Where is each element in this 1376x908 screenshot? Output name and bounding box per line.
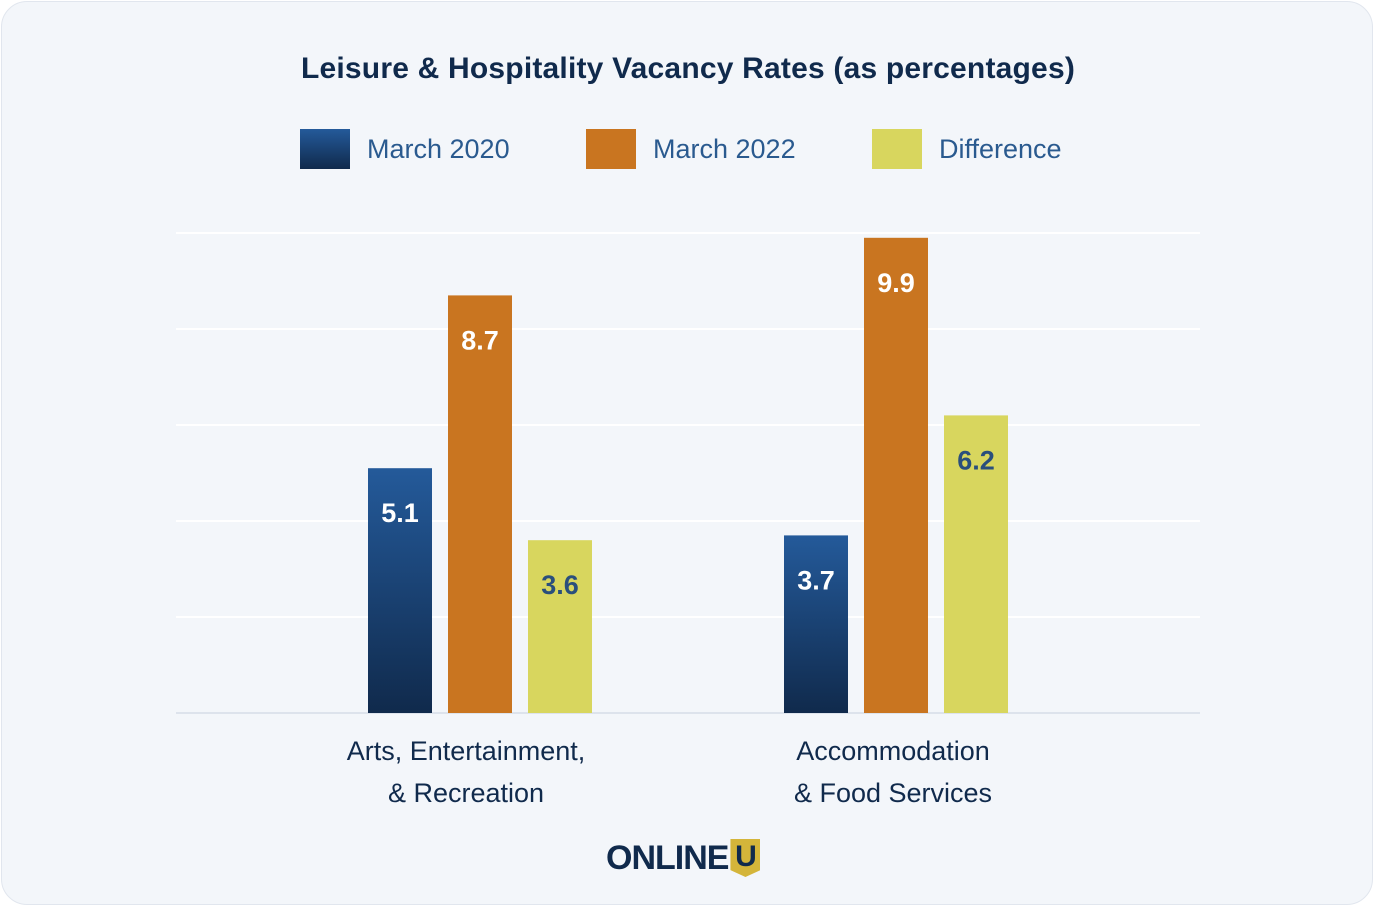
legend-swatch bbox=[872, 129, 922, 169]
onlineu-logo: ONLINE U bbox=[606, 838, 761, 878]
logo-u-mark: U bbox=[730, 839, 761, 877]
data-label: 5.1 bbox=[381, 498, 419, 528]
category-label: Accommodation bbox=[796, 736, 990, 766]
data-label: 3.6 bbox=[541, 570, 579, 600]
legend-item-difference: Difference bbox=[872, 128, 1062, 170]
bar-march-2022 bbox=[448, 295, 512, 713]
data-label: 9.9 bbox=[877, 268, 915, 298]
legend-label: Difference bbox=[939, 133, 1062, 164]
legend-item-march-2022: March 2022 bbox=[586, 128, 796, 170]
legend-item-march-2020: March 2020 bbox=[300, 128, 510, 170]
legend: March 2020 March 2022 Difference bbox=[0, 128, 1376, 170]
category-label: & Food Services bbox=[794, 778, 992, 808]
chart-title: Leisure & Hospitality Vacancy Rates (as … bbox=[300, 52, 1076, 85]
data-label: 8.7 bbox=[461, 325, 499, 355]
legend-swatch bbox=[586, 129, 636, 169]
bar-march-2020 bbox=[368, 468, 432, 713]
legend-swatch bbox=[300, 129, 350, 169]
category-label: & Recreation bbox=[388, 778, 544, 808]
data-label: 6.2 bbox=[957, 445, 995, 475]
bar-difference bbox=[528, 540, 592, 713]
bar-difference bbox=[944, 415, 1008, 713]
data-label: 3.7 bbox=[797, 565, 835, 595]
legend-label: March 2020 bbox=[367, 133, 510, 164]
category-label: Arts, Entertainment, bbox=[347, 736, 586, 766]
bar-march-2022 bbox=[864, 237, 928, 714]
logo-text: ONLINE bbox=[606, 838, 729, 877]
bar-march-2020 bbox=[784, 535, 848, 713]
legend-label: March 2022 bbox=[653, 133, 796, 164]
